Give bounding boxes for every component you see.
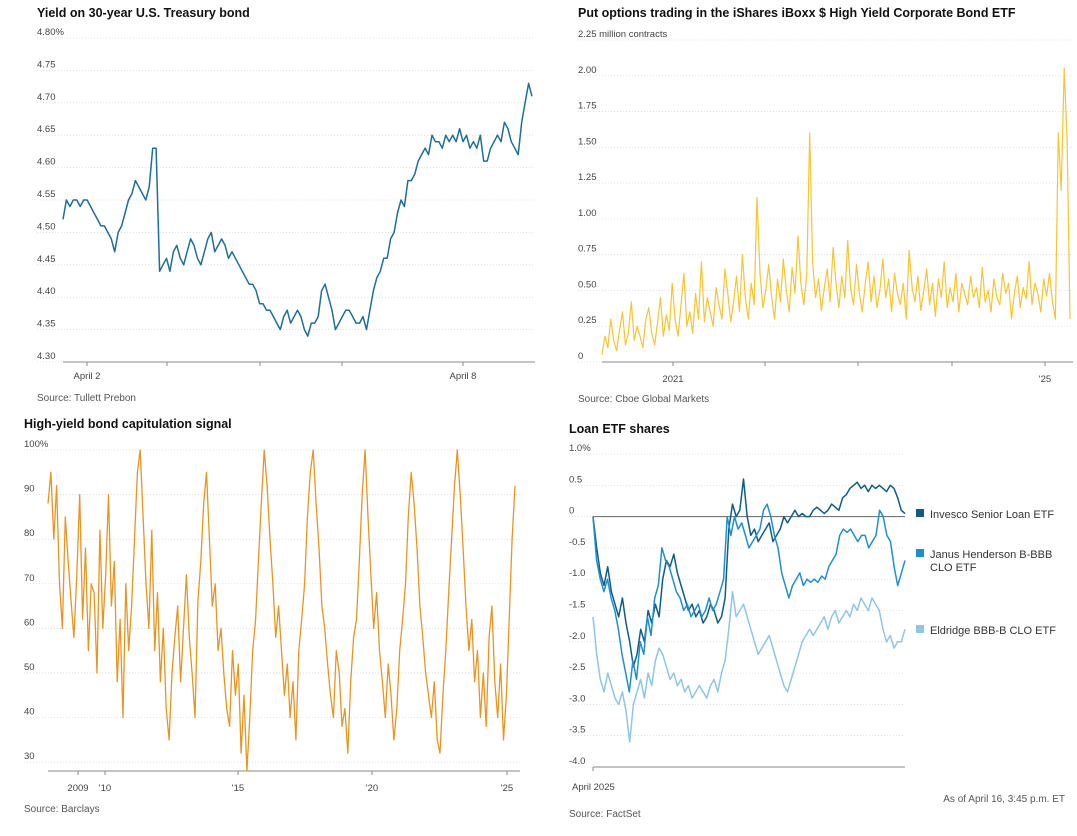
y-tick-label: -0.5 [569, 537, 585, 548]
legend-label-line: Janus Henderson B-BBB [930, 549, 1052, 561]
y-tick-label: 1.0% [569, 443, 591, 454]
y-tick-label: -3.0 [569, 693, 585, 704]
y-tick-label: 4.30 [37, 351, 56, 362]
y-tick-label: -2.5 [569, 662, 585, 673]
y-tick-label: 1.75 [578, 101, 597, 112]
y-tick-label: 0.5 [569, 474, 582, 485]
y-tick-label: 0 [569, 506, 574, 517]
legend-swatch [916, 549, 924, 557]
chart-loan-etf: Loan ETF shares 1.0% 0.5 0 -0.5 -1.0 -1.5 -2.0… [540, 410, 1077, 836]
x-tick-label: '25 [501, 783, 513, 794]
y-tick-label: 4.65 [37, 124, 56, 135]
series-line-0 [601, 67, 1071, 355]
chart-title: Yield on 30-year U.S. Treasury bond [37, 6, 250, 20]
x-tick-label: '10 [99, 783, 111, 794]
legend-label: Janus Henderson B-BBB CLO ETF [930, 549, 1052, 574]
y-tick-label: 4.50 [37, 221, 56, 232]
chart-source: Source: Barclays [24, 804, 100, 815]
chart-treasury: Yield on 30-year U.S. Treasury bond 4.80… [0, 0, 540, 410]
y-tick-label: 0.50 [578, 279, 597, 290]
y-tick-label: -1.5 [569, 600, 585, 611]
y-tick-label: 4.45 [37, 254, 56, 265]
chart-put-options: Put options trading in the iShares iBoxx… [540, 0, 1077, 410]
x-tick-label: 2009 [67, 783, 88, 794]
chart-plot: 100% 90 80 70 60 50 40 30 2009 '10 '15 '20 '25 [24, 439, 520, 794]
legend-swatch [916, 625, 924, 633]
chart-source: Source: Cboe Global Markets [578, 394, 710, 405]
y-tick-label: 4.40 [37, 286, 56, 297]
chart-plot: 4.80% 4.75 4.70 4.65 4.60 4.55 4.50 4.45 4.40 4.3… [37, 27, 535, 382]
chart-title: High-yield bond capitulation signal [24, 417, 232, 431]
y-tick-label: 0 [578, 351, 583, 362]
x-tick-label: April 2 [74, 371, 101, 382]
chart-note: As of April 16, 3:45 p.m. ET [943, 794, 1065, 805]
y-tick-label: 4.80% [37, 27, 64, 38]
legend-label: Eldridge BBB-B CLO ETF [930, 625, 1056, 637]
y-tick-label: 1.50 [578, 136, 597, 147]
y-tick-label: 4.75 [37, 59, 56, 70]
y-tick-label: -2.0 [569, 631, 585, 642]
x-tick-label: '15 [232, 783, 244, 794]
chart-title: Put options trading in the iShares iBoxx… [578, 6, 1016, 20]
y-tick-label: 70 [24, 573, 35, 584]
y-tick-label: 4.35 [37, 319, 56, 330]
y-tick-label: -1.0 [569, 568, 585, 579]
x-tick-label: '25 [1039, 374, 1051, 385]
y-tick-label: 4.70 [37, 92, 56, 103]
legend-label-line: CLO ETF [930, 562, 977, 574]
y-tick-label: -3.5 [569, 725, 585, 736]
y-tick-label: 4.55 [37, 189, 56, 200]
y-tick-label: 50 [24, 662, 35, 673]
series-line-0 [592, 478, 906, 668]
y-tick-label: 30 [24, 751, 35, 762]
y-tick-label: 1.25 [578, 172, 597, 183]
chart-plot: 2.25 million contracts 2.00 1.75 1.50 1.25 1.… [578, 29, 1073, 385]
x-tick-label: April 8 [450, 371, 477, 382]
y-tick-label: 2.25 million contracts [578, 29, 667, 40]
chart-source: Source: Tullett Prebon [37, 393, 136, 404]
y-tick-label: 2.00 [578, 65, 597, 76]
y-tick-label: 60 [24, 617, 35, 628]
y-tick-label: 80 [24, 528, 35, 539]
series-line-0 [47, 449, 516, 772]
series-line-1 [592, 503, 906, 693]
series-line-0 [62, 82, 533, 337]
x-tick-label: April 2025 [572, 782, 615, 793]
chart-title: Loan ETF shares [569, 422, 670, 436]
y-tick-label: 0.25 [578, 315, 597, 326]
y-tick-label: 1.00 [578, 208, 597, 219]
y-tick-label: 100% [24, 439, 49, 450]
y-tick-label: 40 [24, 707, 35, 718]
chart-capitulation: High-yield bond capitulation signal 100%… [0, 410, 540, 836]
x-tick-label: 2021 [662, 374, 683, 385]
y-tick-label: 4.60 [37, 157, 56, 168]
chart-source: Source: FactSet [569, 809, 641, 820]
y-tick-label: -4.0 [569, 756, 585, 767]
series-line-2 [592, 590, 906, 743]
chart-plot: 1.0% 0.5 0 -0.5 -1.0 -1.5 -2.0 -2.5 -3.0 -3.5 -4.0… [569, 443, 1056, 793]
x-tick-label: '20 [366, 783, 378, 794]
y-tick-label: 0.75 [578, 244, 597, 255]
y-tick-label: 90 [24, 484, 35, 495]
legend-swatch [916, 509, 924, 517]
legend-label: Invesco Senior Loan ETF [930, 509, 1054, 521]
